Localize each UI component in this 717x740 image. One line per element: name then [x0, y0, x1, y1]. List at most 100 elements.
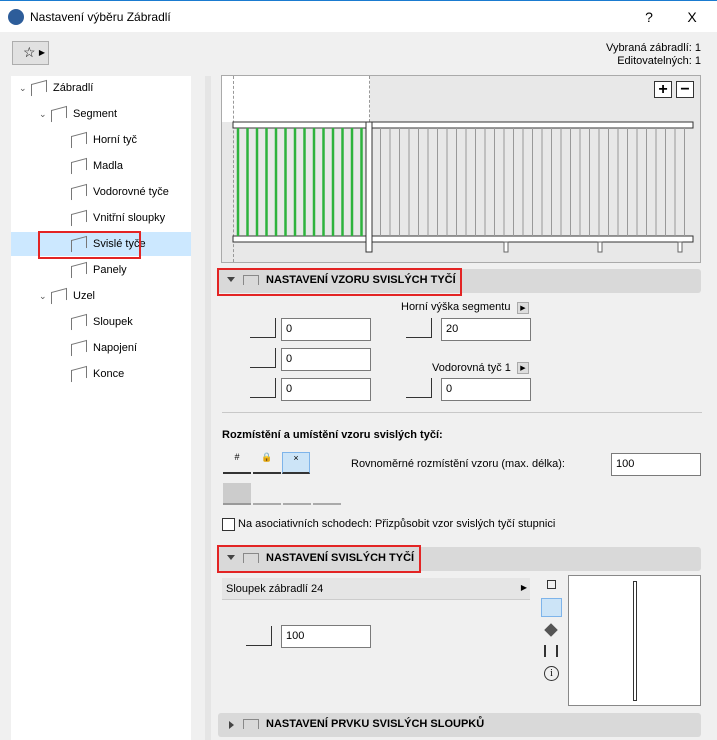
tree-item-label: Vnitřní sloupky [93, 212, 166, 224]
tree-item[interactable]: ⌄ Zábradlí [11, 76, 191, 100]
tree-item[interactable]: ⌄ Segment [11, 102, 191, 126]
baluster-icon [243, 553, 259, 563]
railing-part-icon [71, 209, 87, 227]
zoom-out-button[interactable]: − [676, 81, 694, 98]
left-offset-input[interactable]: 0 [281, 348, 371, 371]
baluster-offset-input[interactable]: 100 [281, 625, 371, 648]
even-distribution-input[interactable]: 100 [611, 453, 701, 476]
view-2d-icon[interactable] [547, 580, 556, 589]
highlight-box [217, 268, 462, 296]
tree-item[interactable]: Konce [11, 362, 191, 386]
support [597, 241, 603, 253]
top-height-icon [406, 318, 432, 338]
railing-part-icon [71, 131, 87, 149]
tree-item[interactable]: Svislé tyče [11, 232, 191, 256]
railing-part-icon [71, 183, 87, 201]
editable-count: Editovatelných: 1 [617, 55, 701, 67]
view-3d-icon[interactable] [544, 623, 558, 637]
align-center-button[interactable] [253, 483, 281, 505]
section-title: NASTAVENÍ VZORU SVISLÝCH TYČÍ [266, 274, 456, 286]
right-offset-input[interactable]: 0 [281, 378, 371, 401]
right-offset-icon [250, 378, 276, 398]
view-section-icon[interactable] [544, 645, 558, 657]
view-side-icon[interactable] [541, 598, 562, 617]
railing-part-icon [51, 287, 67, 305]
start-offset-icon [250, 318, 276, 338]
help-button[interactable]: ? [645, 9, 653, 25]
tree-item[interactable]: Panely [11, 258, 191, 282]
rail-label: Vodorovná tyč 1 [432, 362, 511, 374]
railing-part-icon [71, 339, 87, 357]
stairs-checkbox[interactable] [222, 518, 235, 531]
start-offset-input[interactable]: 0 [281, 318, 371, 341]
star-icon: ☆ [23, 44, 36, 60]
support [503, 241, 509, 253]
tree-item-label: Segment [73, 108, 118, 120]
collapse-icon [227, 555, 235, 560]
highlight-box [217, 545, 421, 573]
railing-preview: + − [221, 75, 701, 263]
align-end-button[interactable] [313, 483, 341, 505]
railing-part-icon [51, 105, 67, 123]
object-name: Sloupek zábradlí 24 [226, 583, 324, 595]
rail-menu-button[interactable]: ▶ [517, 362, 529, 374]
left-offset-icon [250, 348, 276, 368]
title-bar: Nastavení výběru Zábradlí ? X [0, 0, 717, 32]
tree-item-label: Zábradlí [53, 82, 94, 94]
favorites-button[interactable]: ☆ ▶ [12, 41, 49, 65]
arrow-right-icon: ▶ [520, 583, 527, 592]
selection-info: Vybraná zábradlí: 1 Editovatelných: 1 [606, 42, 701, 68]
selected-count: Vybraná zábradlí: 1 [606, 42, 701, 54]
tree-item[interactable]: ⌄ Uzel [11, 284, 191, 308]
rail-offset-input[interactable]: 0 [441, 378, 531, 401]
post-section-header[interactable]: NASTAVENÍ PRVKU SVISLÝCH SLOUPKŮ [218, 713, 701, 737]
chevron-down-icon[interactable]: ⌄ [19, 83, 27, 93]
baluster-shape [633, 581, 637, 701]
divider [222, 412, 702, 413]
close-button[interactable]: X [687, 9, 697, 25]
align-start-button[interactable] [223, 483, 251, 505]
tree-item[interactable]: Napojení [11, 336, 191, 360]
post [365, 121, 373, 253]
railing-part-icon [71, 261, 87, 279]
zoom-in-button[interactable]: + [654, 81, 672, 98]
align-center-post-button[interactable] [283, 483, 311, 505]
tree-item-label: Svislé tyče [93, 238, 146, 250]
baluster-preview [568, 575, 701, 706]
tree-item[interactable]: Vodorovné tyče [11, 180, 191, 204]
stairs-checkbox-label: Na asociativních schodech: Přizpůsobit v… [238, 518, 556, 530]
rail-offset-icon [406, 378, 432, 398]
top-height-menu-button[interactable]: ▶ [517, 302, 529, 314]
tree-item[interactable]: Sloupek [11, 310, 191, 334]
railing-drawing [232, 121, 694, 253]
support [677, 241, 683, 253]
pattern-section-header[interactable]: NASTAVENÍ VZORU SVISLÝCH TYČÍ [218, 269, 701, 293]
tree-item[interactable]: Horní tyč [11, 128, 191, 152]
splitter[interactable] [205, 76, 211, 740]
railing-part-icon [71, 157, 87, 175]
info-icon[interactable]: i [544, 666, 559, 681]
object-selector[interactable]: Sloupek zábradlí 24 ▶ [222, 578, 530, 600]
section-title: NASTAVENÍ PRVKU SVISLÝCH SLOUPKŮ [266, 718, 485, 730]
section-title: NASTAVENÍ SVISLÝCH TYČÍ [266, 552, 415, 564]
baluster-pattern-icon [243, 275, 259, 285]
fixed-count-button[interactable]: # [223, 452, 251, 474]
top-height-input[interactable]: 20 [441, 318, 531, 341]
chevron-down-icon[interactable]: ⌄ [39, 291, 47, 301]
tree-item[interactable]: Madla [11, 154, 191, 178]
top-rail [232, 121, 694, 129]
app-icon [8, 9, 24, 25]
railing-part-icon [71, 365, 87, 383]
fixed-length-button[interactable]: 🔒 [253, 452, 281, 474]
tree-item-label: Madla [93, 160, 123, 172]
window-title: Nastavení výběru Zábradlí [30, 10, 171, 24]
even-distribution-button[interactable]: × [282, 452, 310, 474]
railing-part-icon [71, 313, 87, 331]
baluster-section-header[interactable]: NASTAVENÍ SVISLÝCH TYČÍ [218, 547, 701, 571]
top-height-label: Horní výška segmentu [401, 301, 511, 313]
railing-part-icon [31, 79, 47, 97]
chevron-down-icon[interactable]: ⌄ [39, 109, 47, 119]
highlight-box [38, 231, 141, 259]
even-distribution-label: Rovnoměrné rozmístění vzoru (max. délka)… [351, 458, 565, 470]
tree-item[interactable]: Vnitřní sloupky [11, 206, 191, 230]
